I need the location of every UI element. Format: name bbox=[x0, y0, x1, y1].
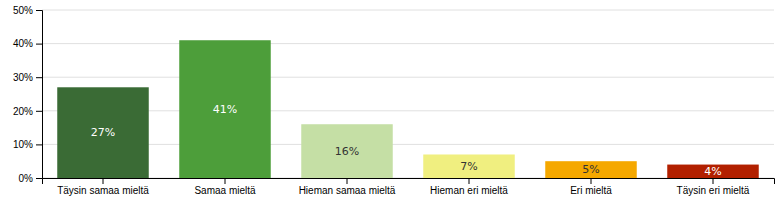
grid-line bbox=[42, 110, 774, 111]
tick: 40% bbox=[13, 38, 42, 49]
tick-mark bbox=[469, 178, 470, 184]
grid-line bbox=[42, 43, 774, 44]
grid bbox=[42, 10, 774, 178]
tick-mark bbox=[103, 178, 104, 184]
tick: Täysin samaa mieltä bbox=[57, 178, 149, 196]
tick: Täysin eri mieltä bbox=[677, 178, 750, 196]
data-label: 7% bbox=[460, 160, 477, 173]
grid-line bbox=[42, 10, 774, 11]
data-label: 16% bbox=[335, 145, 359, 158]
tick-mark bbox=[36, 44, 42, 45]
data-label: 41% bbox=[213, 103, 237, 116]
tick-mark bbox=[225, 178, 226, 184]
y-axis: 0% 10% 20% 30% 40% 50% bbox=[13, 5, 43, 184]
tick: 10% bbox=[13, 139, 42, 150]
bar bbox=[179, 40, 271, 178]
tick-mark bbox=[591, 178, 592, 184]
tick-label: Samaa mieltä bbox=[194, 185, 256, 196]
tick-label: Hieman eri mieltä bbox=[430, 185, 508, 196]
tick-label: 50% bbox=[13, 5, 33, 16]
axis-line bbox=[36, 11, 43, 179]
data-label: 4% bbox=[704, 165, 721, 178]
tick-label: 20% bbox=[13, 106, 33, 117]
bars bbox=[57, 40, 759, 178]
bar bbox=[423, 154, 515, 178]
axis-line bbox=[43, 179, 775, 185]
bar bbox=[301, 124, 393, 178]
x-axis: Täysin samaa mieltä Samaa mieltä Hieman sa… bbox=[43, 178, 775, 196]
chart: 0% 10% 20% 30% 40% 50% Täysin samaa mieltä Sama… bbox=[0, 0, 784, 204]
tick: Eri mieltä bbox=[570, 178, 612, 196]
tick-label: 0% bbox=[19, 173, 34, 184]
tick-mark bbox=[347, 178, 348, 184]
bar bbox=[667, 165, 759, 178]
data-labels: 27% 41% 16% 7% 5% 4% bbox=[91, 103, 722, 178]
bar bbox=[57, 87, 149, 178]
tick: 30% bbox=[13, 72, 42, 83]
tick-mark bbox=[713, 178, 714, 184]
tick-label: 30% bbox=[13, 72, 33, 83]
tick-mark bbox=[36, 10, 42, 11]
bar bbox=[545, 161, 637, 178]
tick: Hieman samaa mieltä bbox=[299, 178, 396, 196]
plot: 0% 10% 20% 30% 40% 50% Täysin samaa mieltä Sama… bbox=[13, 5, 775, 196]
tick-label: Täysin eri mieltä bbox=[677, 185, 750, 196]
tick-label: 10% bbox=[13, 139, 33, 150]
tick: 20% bbox=[13, 106, 42, 117]
tick-label: Täysin samaa mieltä bbox=[57, 185, 149, 196]
tick-label: Hieman samaa mieltä bbox=[299, 185, 396, 196]
tick-mark bbox=[36, 111, 42, 112]
grid-line bbox=[42, 77, 774, 78]
tick-label: Eri mieltä bbox=[570, 185, 612, 196]
tick: Samaa mieltä bbox=[194, 178, 256, 196]
data-label: 27% bbox=[91, 126, 115, 139]
tick-mark bbox=[36, 144, 42, 145]
tick-mark bbox=[36, 77, 42, 78]
tick: 50% bbox=[13, 5, 42, 16]
tick-mark bbox=[36, 178, 42, 179]
data-label: 5% bbox=[582, 163, 599, 176]
tick-label: 40% bbox=[13, 38, 33, 49]
grid-line bbox=[42, 144, 774, 145]
tick: 0% bbox=[19, 173, 42, 184]
tick: Hieman eri mieltä bbox=[430, 178, 508, 196]
